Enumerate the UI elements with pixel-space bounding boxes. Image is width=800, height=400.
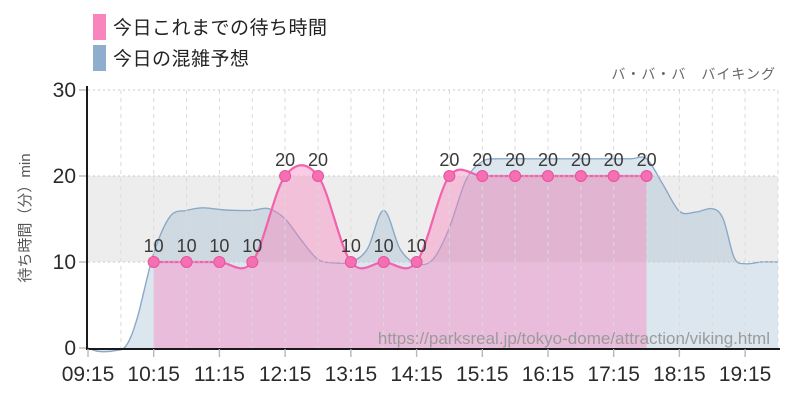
legend: 今日これまでの待ち時間 今日の混雑予想	[93, 13, 328, 71]
x-tick-label: 19:15	[719, 363, 772, 386]
data-point-marker[interactable]	[574, 170, 587, 182]
y-tick-label: 30	[53, 79, 76, 102]
data-point-label: 20	[637, 150, 657, 170]
legend-label-forecast: 今日の混雑予想	[113, 49, 250, 70]
data-point-marker[interactable]	[542, 170, 554, 182]
data-point-marker[interactable]	[607, 170, 620, 182]
x-tick-label: 11:15	[194, 363, 245, 386]
y-tick-label: 0	[64, 337, 76, 360]
data-point-marker[interactable]	[180, 256, 193, 268]
forecast-area	[88, 156, 778, 352]
data-point-marker[interactable]	[246, 256, 259, 268]
data-point-label: 20	[571, 150, 591, 170]
x-tick-label: 15:15	[456, 363, 509, 386]
data-point-label: 10	[341, 236, 361, 256]
legend-item-today-wait[interactable]: 今日これまでの待ち時間	[93, 13, 328, 40]
x-tick-label: 13:15	[325, 363, 378, 386]
y-axis-title: 待ち時間（分）min	[17, 153, 34, 282]
data-point-label: 10	[144, 236, 164, 256]
x-tick-label: 09:15	[62, 363, 115, 386]
data-point-label: 10	[242, 236, 262, 256]
data-point-label: 10	[177, 236, 197, 256]
data-point-label: 10	[209, 236, 229, 256]
data-point-label: 20	[308, 150, 328, 170]
data-point-label: 20	[604, 150, 624, 170]
data-point-marker[interactable]	[476, 170, 489, 182]
x-tick-label: 12:15	[259, 363, 312, 386]
legend-swatch-pink-icon	[93, 13, 106, 40]
data-point-marker[interactable]	[443, 170, 456, 182]
x-tick-label: 17:15	[587, 363, 640, 386]
data-point-marker[interactable]	[213, 256, 226, 268]
x-tick-label: 18:15	[653, 363, 706, 386]
data-point-marker[interactable]	[147, 256, 160, 268]
data-point-label: 20	[439, 150, 459, 170]
data-point-marker[interactable]	[640, 170, 653, 182]
data-point-label: 20	[538, 150, 558, 170]
x-tick-label: 10:15	[127, 363, 180, 386]
legend-label-today-wait: 今日これまでの待ち時間	[113, 18, 328, 39]
forecast-line	[87, 156, 779, 353]
data-point-label: 20	[275, 150, 295, 170]
attraction-name: バ・バ・バ バイキング	[611, 66, 776, 82]
data-point-label: 20	[472, 150, 492, 170]
data-point-marker[interactable]	[279, 170, 292, 182]
data-point-marker[interactable]	[509, 170, 522, 182]
today-wait-area	[153, 165, 647, 348]
legend-item-forecast[interactable]: 今日の混雑予想	[93, 44, 328, 71]
data-point-label: 10	[374, 236, 394, 256]
x-tick-label: 14:15	[390, 363, 443, 386]
y-tick-label: 20	[53, 165, 76, 188]
y-tick-label: 10	[53, 251, 76, 274]
data-point-marker[interactable]	[344, 256, 357, 268]
data-point-marker[interactable]	[410, 256, 423, 268]
data-point-marker[interactable]	[312, 170, 324, 182]
x-tick-label: 16:15	[522, 363, 575, 386]
watermark-url: https://parksreal.jp/tokyo-dome/attracti…	[378, 329, 770, 348]
data-point-label: 10	[407, 236, 427, 256]
data-point-label: 20	[505, 150, 525, 170]
data-point-marker[interactable]	[377, 256, 390, 268]
legend-swatch-blue-icon	[93, 44, 106, 71]
today-wait-line	[153, 164, 647, 270]
